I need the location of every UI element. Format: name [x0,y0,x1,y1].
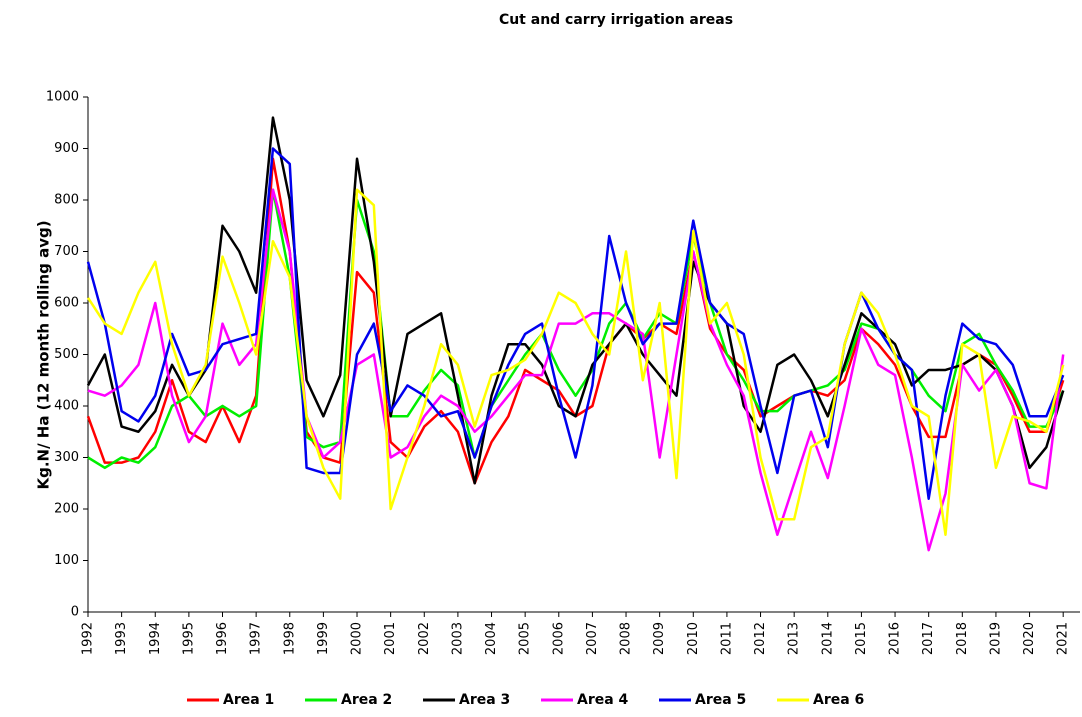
x-tick-label: 2013 [787,622,802,655]
x-tick-label: 2002 [417,622,432,655]
series-line [86,116,1065,485]
y-tick-label: 1000 [46,90,79,105]
legend-label: Area 3 [459,692,510,708]
y-tick-label: 200 [54,502,79,517]
x-tick-label: 1999 [316,622,331,655]
x-tick-label: 1997 [249,622,264,655]
y-tick-label: 300 [54,450,79,465]
legend-label: Area 6 [813,692,864,708]
y-axis-label: Kg.N/ Ha (12 month rolling avg) [35,220,53,489]
x-tick-label: 1995 [181,622,196,655]
series-line [86,188,1065,536]
x-tick-label: 2016 [888,622,903,655]
x-tick-label: 2005 [518,622,533,655]
x-tick-label: 2021 [1056,622,1071,655]
x-tick-label: 1993 [114,622,129,655]
legend-label: Area 5 [695,692,746,708]
legend-label: Area 1 [223,692,274,708]
y-tick-label: 100 [54,553,79,568]
legend-label: Area 2 [341,692,392,708]
y-tick-label: 600 [54,296,79,311]
y-tick-label: 800 [54,193,79,208]
chart-title: Cut and carry irrigation areas [499,12,733,28]
legend-label: Area 4 [577,692,629,708]
x-tick-label: 2012 [753,622,768,655]
y-tick-label: 900 [54,141,79,156]
series-line [86,157,1065,485]
x-tick-label: 2014 [820,622,835,655]
x-tick-label: 1998 [282,622,297,655]
x-tick-label: 2001 [383,622,398,655]
series-line [87,188,1065,470]
y-tick-label: 700 [54,244,79,259]
series-line [87,188,1065,552]
x-tick-label: 1994 [148,622,163,655]
x-tick-label: 2019 [988,622,1003,655]
x-tick-label: 2015 [854,622,869,655]
y-tick-label: 0 [71,605,79,620]
x-tick-label: 2017 [921,622,936,655]
x-tick-label: 2018 [955,622,970,655]
x-tick-label: 2000 [350,622,365,655]
y-tick-label: 500 [54,347,79,362]
x-tick-label: 1996 [215,622,230,655]
y-tick-label: 400 [54,399,79,414]
x-tick-label: 2010 [686,622,701,655]
x-tick-label: 2008 [619,622,634,655]
x-tick-label: 2007 [585,622,600,655]
x-tick-label: 2020 [1022,622,1037,655]
x-tick-label: 1992 [81,622,96,655]
x-tick-label: 2003 [450,622,465,655]
x-tick-label: 2011 [719,622,734,655]
x-tick-label: 2004 [484,622,499,655]
x-tick-label: 2006 [551,622,566,655]
x-tick-label: 2009 [652,622,667,655]
